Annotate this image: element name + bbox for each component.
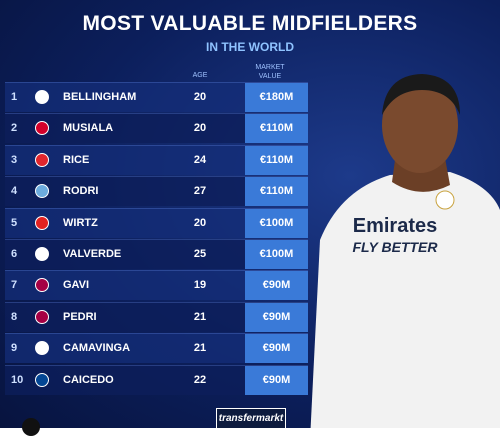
market-value: €90M	[245, 271, 308, 301]
table-row: 6 VALVERDE 25 €100M	[5, 239, 308, 269]
rank: 6	[11, 248, 18, 260]
crest	[435, 190, 455, 210]
market-value: €90M	[245, 365, 308, 395]
market-value: €110M	[245, 177, 308, 207]
club-badge	[35, 372, 49, 387]
player-age: 20	[193, 122, 207, 135]
player-age: 27	[193, 185, 207, 198]
rank: 4	[11, 185, 18, 198]
rank: 7	[11, 279, 18, 292]
table-row: 10 CAICEDO 22 €90M	[5, 364, 308, 395]
title: MOST VALUABLE MIDFIELDERS	[82, 12, 418, 35]
club-badge	[35, 309, 49, 324]
player-name: RICE	[63, 153, 90, 166]
club-badge	[35, 152, 49, 167]
player-name: VALVERDE	[63, 248, 122, 260]
table-row: 9 CAMAVINGA 21 €90M	[5, 333, 308, 364]
player-name: CAICEDO	[63, 373, 114, 386]
player-age: 20	[193, 91, 207, 103]
table-row: 5 WIRTZ 20 €100M	[5, 207, 308, 238]
player-age: 21	[193, 310, 207, 323]
club-badge	[35, 341, 49, 356]
player-age: 20	[193, 216, 207, 229]
rank: 3	[11, 153, 18, 166]
player-name: RODRI	[63, 185, 99, 198]
table-row: 3 RICE 24 €110M	[5, 144, 308, 175]
club-badge	[35, 278, 49, 293]
market-value: €90M	[245, 302, 308, 332]
market-value: €110M	[245, 145, 308, 175]
club-badge	[35, 215, 49, 230]
rank: 8	[11, 310, 18, 323]
shirt-sponsor: Emirates	[353, 215, 438, 237]
shirt-tagline: FLY BETTER	[352, 239, 438, 255]
club-badge	[35, 184, 49, 199]
player-image: Emirates FLY BETTER	[310, 74, 500, 440]
table-row: 8 PEDRI 21 €90M	[5, 301, 308, 332]
club-badge	[35, 121, 49, 136]
player-name: BELLINGHAM	[63, 91, 137, 103]
value-header: MARKET VALUE	[255, 64, 285, 80]
player-age: 21	[193, 342, 207, 355]
table-row: 4 RODRI 27 €110M	[5, 176, 308, 207]
player-name: CAMAVINGA	[63, 342, 131, 355]
profile-icon[interactable]	[22, 418, 40, 436]
player-age: 22	[193, 373, 207, 386]
table-row: 7 GAVI 19 €90M	[5, 270, 308, 301]
rank: 9	[11, 342, 18, 355]
table-row: 2 MUSIALA 20 €110M	[5, 113, 308, 144]
player-age: 25	[193, 248, 207, 260]
rank: 2	[11, 122, 18, 135]
head	[382, 77, 458, 173]
shirt	[310, 172, 500, 440]
hair	[382, 74, 460, 115]
market-value: €100M	[245, 240, 308, 269]
subtitle: IN THE WORLD	[206, 40, 294, 54]
rank: 10	[11, 373, 24, 386]
club-badge	[35, 247, 49, 261]
player-name: GAVI	[63, 279, 90, 292]
market-value: €180M	[245, 83, 308, 112]
market-value: €110M	[245, 114, 308, 144]
player-name: WIRTZ	[63, 216, 98, 229]
player-age: 24	[193, 153, 207, 166]
market-value: €90M	[245, 334, 308, 364]
table-row: 1 BELLINGHAM 20 €180M	[5, 82, 308, 112]
club-badge	[35, 90, 49, 104]
player-age: 19	[193, 279, 207, 292]
player-name: PEDRI	[63, 310, 97, 323]
rank: 1	[11, 91, 18, 103]
bottom-strip	[0, 418, 500, 440]
logo: transfermarkt	[216, 408, 286, 430]
player-name: MUSIALA	[63, 122, 114, 135]
rank: 5	[11, 216, 18, 229]
age-header: AGE	[192, 72, 208, 79]
market-value: €100M	[245, 208, 308, 238]
